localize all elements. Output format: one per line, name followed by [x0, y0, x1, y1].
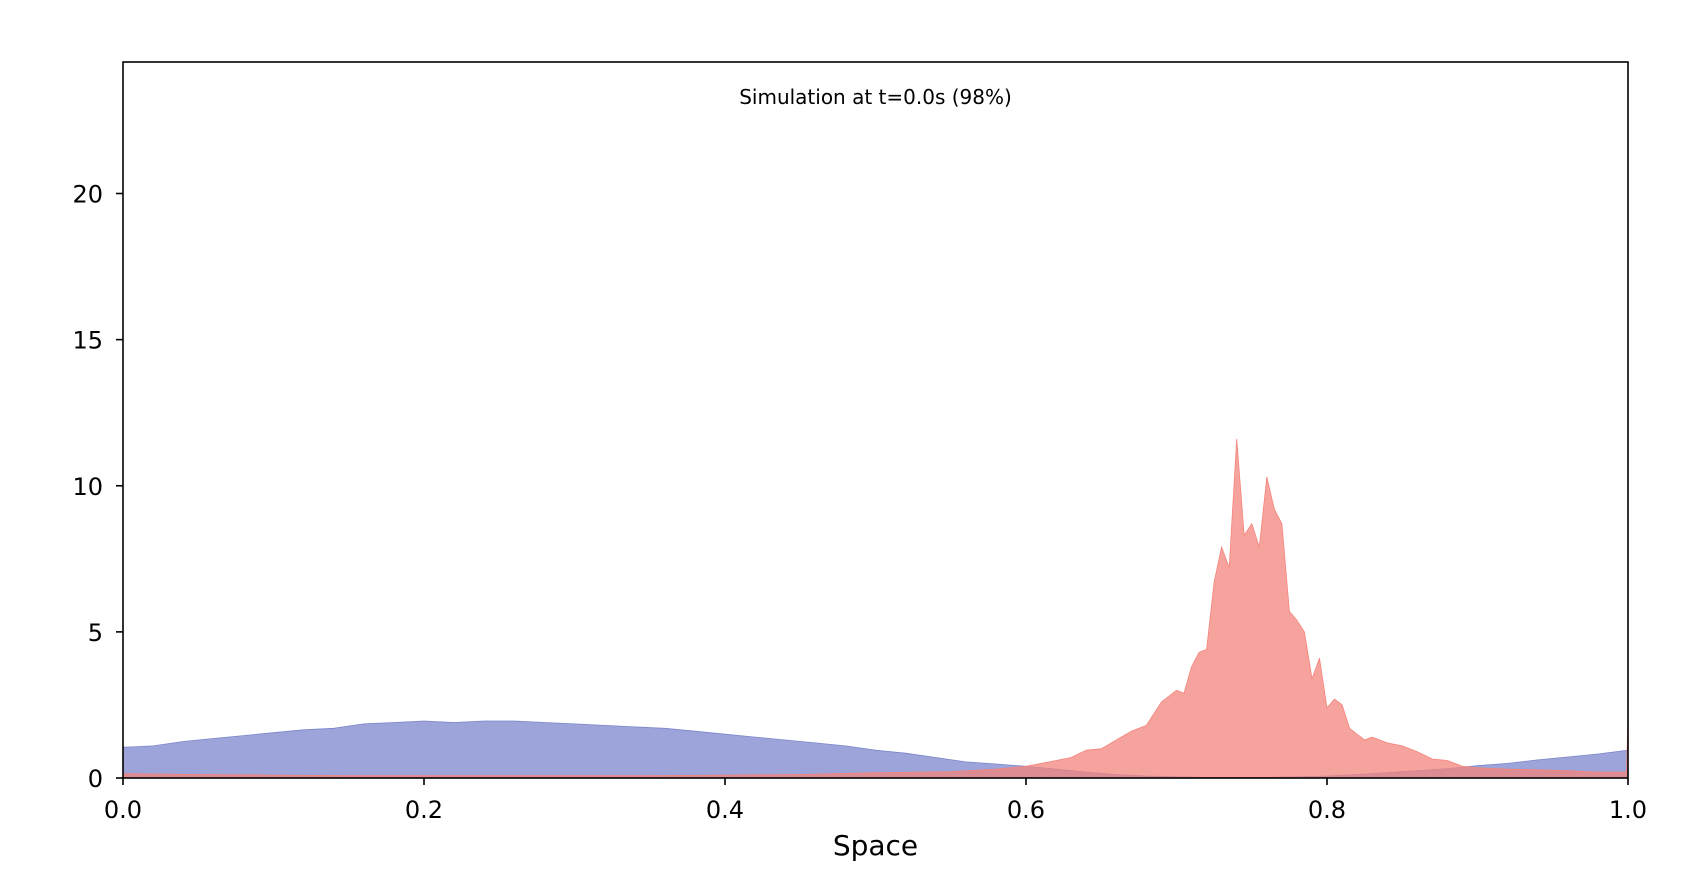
x-tick-label: 0.4 — [706, 796, 744, 824]
x-tick-label: 0.8 — [1308, 796, 1346, 824]
x-tick-label: 0.2 — [405, 796, 443, 824]
y-axis: 0 5 10 15 20 — [72, 181, 123, 793]
area-series-group — [122, 438, 1629, 779]
x-tick-label: 0.6 — [1007, 796, 1045, 824]
y-tick-label: 10 — [72, 473, 103, 501]
plot-frame — [122, 61, 1629, 779]
x-axis-label: Space — [833, 829, 918, 862]
y-tick-label: 5 — [88, 619, 103, 647]
x-axis: 0.0 0.2 0.4 0.6 0.8 1.0 — [104, 778, 1647, 824]
y-tick-label: 0 — [88, 765, 103, 793]
y-tick-label: 20 — [72, 181, 103, 209]
x-tick-label: 0.0 — [104, 796, 142, 824]
y-tick-label: 15 — [72, 327, 103, 355]
area-series-2 — [122, 438, 1629, 779]
x-tick-label: 1.0 — [1609, 796, 1647, 824]
chart-title: Simulation at t=0.0s (98%) — [739, 85, 1012, 109]
